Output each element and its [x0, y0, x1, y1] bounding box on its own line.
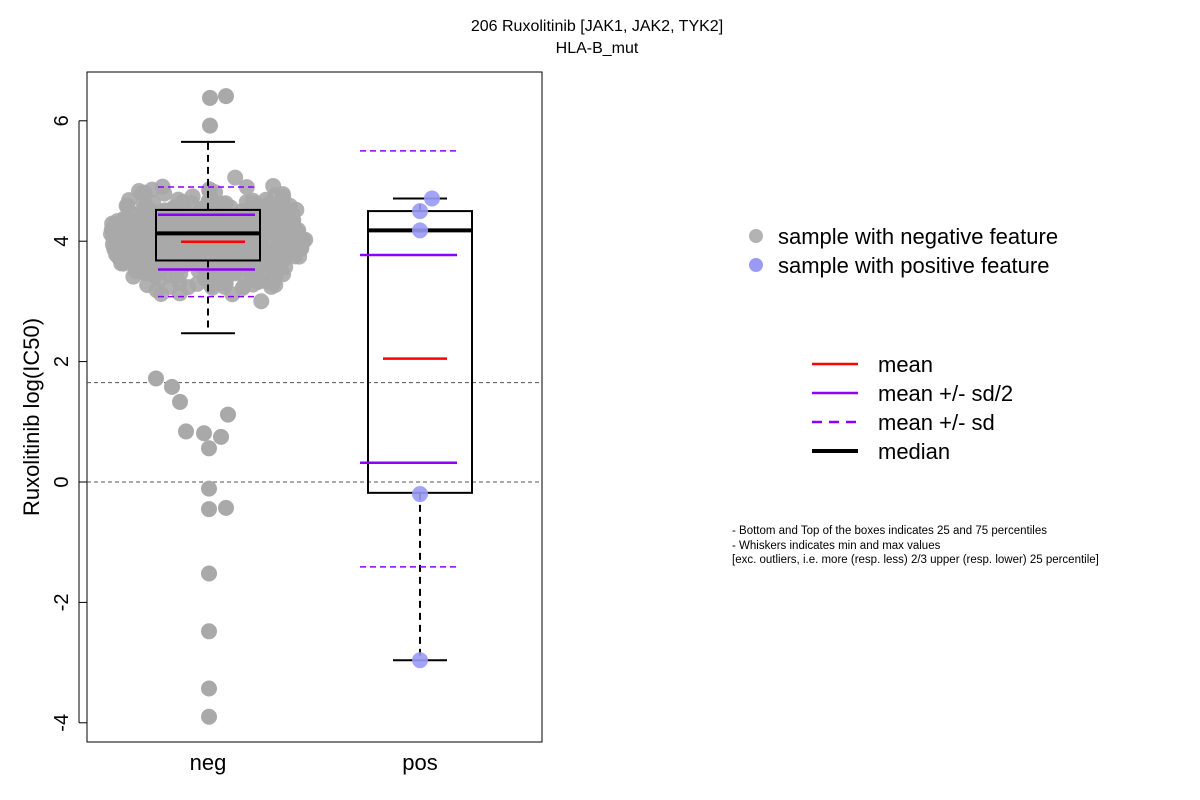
sample-point [261, 195, 278, 212]
legend-marker [749, 258, 763, 272]
sample-point [172, 393, 188, 410]
group-pos [360, 150, 473, 669]
chart-subtitle: HLA-B_mut [555, 40, 639, 57]
sample-point [293, 238, 310, 255]
sample-point [278, 217, 295, 234]
note-line-1: - Bottom and Top of the boxes indicates … [732, 525, 1047, 537]
y-tick-label: 6 [51, 115, 73, 126]
y-axis-label: Ruxolitinib log(IC50) [19, 318, 44, 516]
note-line-3: [exc. outliers, i.e. more (resp. less) 2… [732, 554, 1099, 566]
sample-point [118, 215, 135, 232]
sample-point [164, 378, 180, 395]
sample-point [218, 88, 234, 105]
sample-point [207, 184, 224, 201]
sample-point [213, 428, 229, 445]
sample-point [266, 210, 283, 227]
sample-point [119, 197, 136, 214]
sample-point [201, 440, 217, 457]
sample-point [178, 423, 194, 440]
sample-point [201, 623, 217, 640]
legend-marker [749, 229, 763, 243]
group-neg [155, 140, 261, 335]
legend-label: sample with negative feature [778, 224, 1058, 249]
sample-point [109, 238, 126, 255]
sample-point [153, 286, 170, 303]
sample-point [136, 227, 153, 244]
sample-point [136, 206, 153, 223]
sample-point [201, 708, 217, 725]
sample-point [161, 267, 178, 284]
sample-point [196, 425, 212, 442]
box-iqr [367, 210, 473, 494]
sample-point [170, 191, 187, 208]
sample-point [277, 259, 294, 276]
sample-point [412, 652, 428, 669]
note-line-2: - Whiskers indicates min and max values [732, 540, 941, 552]
sample-point [123, 245, 140, 262]
x-tick-label: pos [402, 750, 437, 775]
y-tick-label: -2 [51, 594, 73, 612]
sample-point [275, 188, 292, 205]
sample-point [139, 277, 156, 294]
sample-point [125, 268, 142, 285]
legend-lines: mean mean +/- sd/2 mean +/- sd median [812, 352, 1013, 464]
y-tick-label: -4 [51, 714, 73, 732]
sample-point [220, 406, 236, 423]
sample-point [238, 179, 255, 196]
sample-point [218, 499, 234, 516]
sample-point [227, 169, 244, 186]
legend-label: mean +/- sd/2 [878, 381, 1013, 406]
sample-point [201, 680, 217, 697]
sample-point [202, 117, 218, 134]
legend-label: median [878, 439, 950, 464]
sample-point [412, 222, 428, 239]
sample-point [238, 194, 255, 211]
sample-point [171, 285, 188, 302]
plot-frame [86, 71, 543, 743]
sample-point [424, 190, 440, 207]
sample-point [267, 224, 284, 241]
sample-point [202, 89, 218, 106]
sample-point [136, 186, 153, 203]
sample-point [201, 565, 217, 582]
sample-point [189, 275, 206, 292]
chart-title: 206 Ruxolitinib [JAK1, JAK2, TYK2] [470, 18, 724, 35]
legend-label: sample with positive feature [778, 253, 1049, 278]
sample-point [142, 252, 159, 269]
sample-point [224, 286, 241, 303]
legend-label: mean +/- sd [878, 410, 995, 435]
sample-point [253, 293, 270, 310]
sample-point [278, 244, 295, 261]
legend-label: mean [878, 352, 933, 377]
sample-point [201, 480, 217, 497]
sample-point [412, 203, 428, 220]
sample-point [148, 370, 164, 387]
y-tick-label: 2 [51, 356, 73, 367]
legend-samples: sample with negative feature sample with … [749, 224, 1058, 278]
sample-point [201, 501, 217, 518]
sample-point [247, 263, 264, 280]
sample-point [412, 486, 428, 503]
y-tick-label: 4 [51, 236, 73, 247]
y-tick-label: 0 [51, 476, 73, 487]
x-tick-label: neg [190, 750, 227, 775]
